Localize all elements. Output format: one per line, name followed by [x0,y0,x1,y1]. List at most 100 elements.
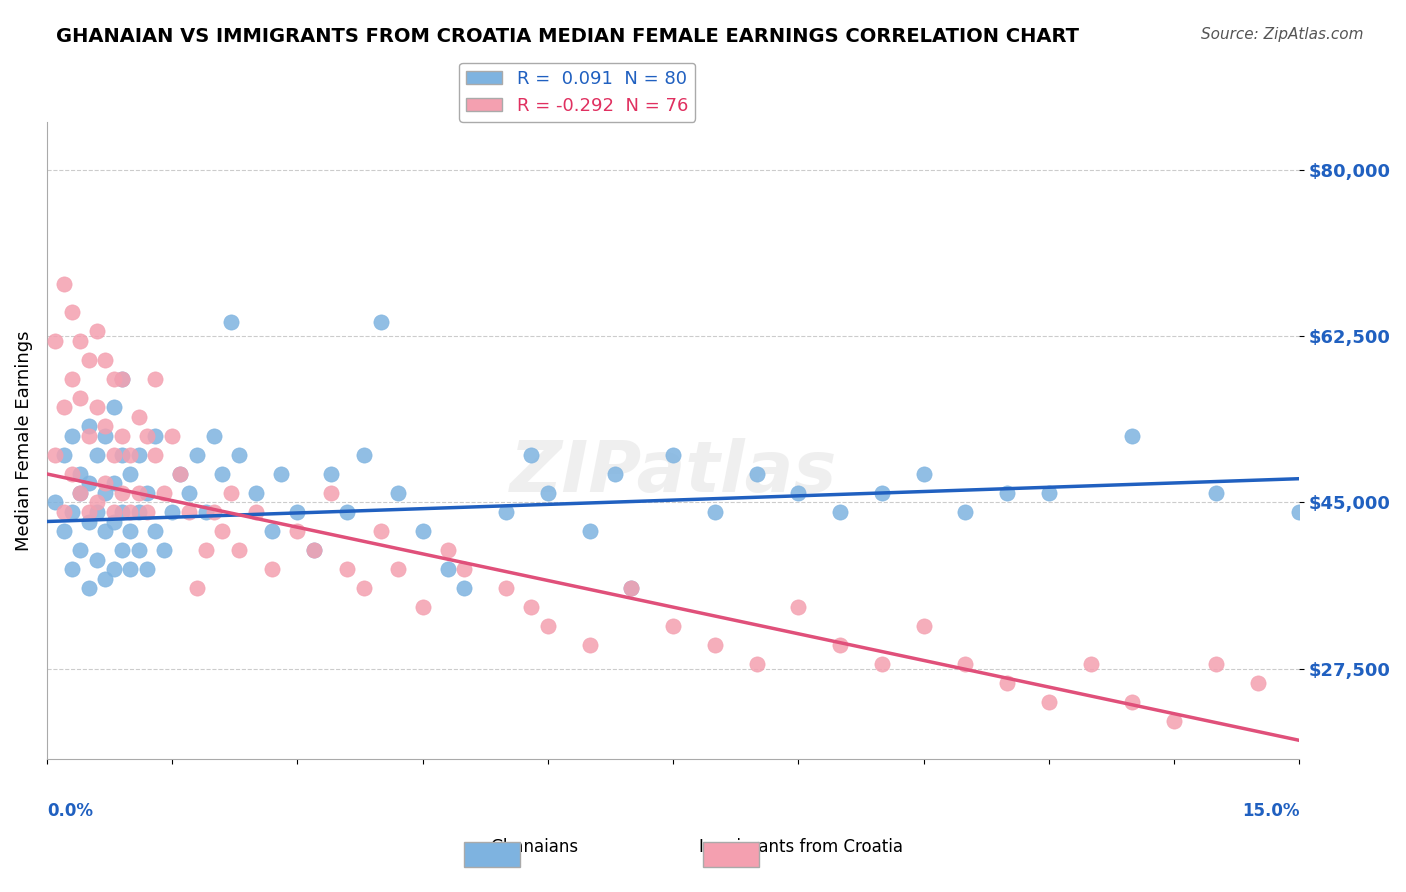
Point [94,572,117,586]
Point [120,505,142,519]
Point [186,581,208,595]
Point [955,657,977,672]
Point [520,448,543,462]
Point [520,600,543,615]
Point [703,505,725,519]
Point [995,676,1018,690]
Text: Ghanaians: Ghanaians [491,838,578,856]
Point [128,505,150,519]
Point [77,515,100,529]
Text: Source: ZipAtlas.com: Source: ZipAtlas.com [1201,27,1364,42]
Point [211,524,233,538]
Y-axis label: Median Female Earnings: Median Female Earnings [15,330,32,551]
Point [136,486,159,500]
Point [177,486,200,500]
Point [111,505,134,519]
Text: GHANAIAN VS IMMIGRANTS FROM CROATIA MEDIAN FEMALE EARNINGS CORRELATION CHART: GHANAIAN VS IMMIGRANTS FROM CROATIA MEDI… [56,27,1080,45]
Point [787,600,810,615]
Point [136,429,159,443]
Point [77,352,100,367]
Point [319,467,342,481]
Point [69,391,91,405]
Point [136,562,159,576]
Point [603,467,626,481]
Point [436,562,458,576]
Point [94,524,117,538]
Point [745,657,768,672]
Point [60,562,83,576]
Point [103,476,125,491]
Point [52,277,75,291]
Point [336,505,359,519]
Point [387,486,409,500]
Point [128,486,150,500]
Point [69,467,91,481]
Point [245,505,267,519]
Text: Immigrants from Croatia: Immigrants from Croatia [699,838,904,856]
Point [219,486,242,500]
Point [52,448,75,462]
Point [86,324,108,338]
Point [60,505,83,519]
Point [111,543,134,558]
Point [870,486,893,500]
Point [86,495,108,509]
Point [52,401,75,415]
Point [103,515,125,529]
Point [177,505,200,519]
Point [1163,714,1185,729]
Point [169,467,191,481]
Point [787,486,810,500]
Point [86,505,108,519]
Point [537,619,560,633]
Point [145,372,167,386]
Point [111,429,134,443]
Point [103,505,125,519]
Point [120,524,142,538]
Point [103,448,125,462]
Point [620,581,643,595]
Point [111,372,134,386]
Point [103,372,125,386]
Point [152,486,174,500]
Point [1121,695,1143,709]
Point [1246,676,1268,690]
Point [219,315,242,329]
Point [228,543,250,558]
Point [86,448,108,462]
Point [745,467,768,481]
Point [94,486,117,500]
Point [453,562,475,576]
Point [620,581,643,595]
Point [77,419,100,434]
Point [60,429,83,443]
Point [77,429,100,443]
Text: ZIPatlas: ZIPatlas [509,438,837,507]
Point [495,505,517,519]
Point [912,619,935,633]
Point [86,401,108,415]
Point [828,638,851,652]
Point [302,543,325,558]
Point [111,372,134,386]
Point [202,505,225,519]
Point [103,562,125,576]
Point [662,448,685,462]
Point [370,315,392,329]
Point [52,505,75,519]
Point [128,409,150,424]
Point [69,486,91,500]
Point [194,505,217,519]
Point [128,448,150,462]
Point [120,448,142,462]
Point [60,467,83,481]
Point [44,495,66,509]
Point [60,305,83,319]
Point [662,619,685,633]
Point [111,486,134,500]
Point [1038,695,1060,709]
Point [145,448,167,462]
Point [262,562,284,576]
Point [111,448,134,462]
Point [169,467,191,481]
